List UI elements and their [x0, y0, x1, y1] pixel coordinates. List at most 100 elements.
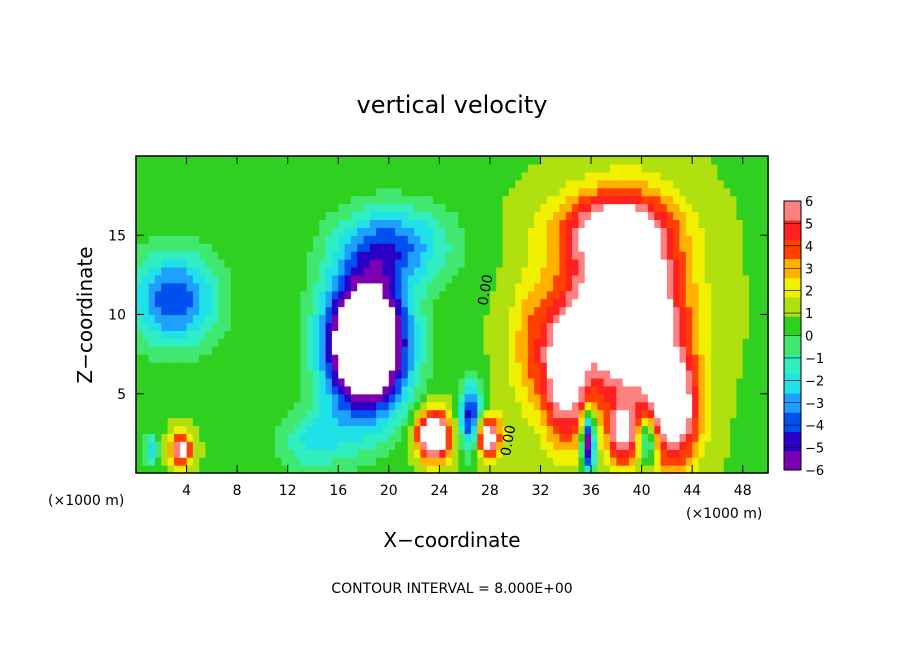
heatmap-cell [679, 322, 687, 331]
heatmap-cell [300, 314, 308, 324]
heatmap-cell [325, 441, 333, 450]
heatmap-cell [338, 433, 346, 442]
heatmap-cell [262, 187, 270, 197]
heatmap-cell [540, 401, 548, 411]
heatmap-cell [496, 243, 504, 252]
heatmap-cell [199, 195, 207, 205]
heatmap-cell [237, 338, 245, 347]
heatmap-cell [692, 266, 700, 276]
heatmap-cell [376, 195, 384, 205]
heatmap-cell [192, 449, 200, 458]
heatmap-cell [186, 163, 194, 173]
heatmap-cell [610, 243, 617, 252]
heatmap-cell [173, 330, 181, 339]
heatmap-cell [496, 441, 504, 450]
heatmap-cell [338, 409, 346, 419]
heatmap-cell [395, 219, 403, 228]
colorbar-label: 6 [805, 195, 813, 210]
heatmap-cell [180, 306, 188, 316]
heatmap-cell [344, 156, 352, 165]
heatmap-cell [199, 449, 207, 458]
heatmap-cell [704, 449, 712, 458]
heatmap-cell [186, 441, 194, 450]
heatmap-cell [382, 330, 390, 339]
heatmap-cell [420, 409, 428, 419]
heatmap-cell [287, 274, 295, 284]
heatmap-cell [376, 377, 384, 387]
heatmap-cell [331, 362, 339, 371]
x-tick-label: 20 [380, 483, 398, 499]
heatmap-cell [205, 314, 213, 324]
heatmap-cell [584, 298, 592, 308]
heatmap-cell [142, 306, 150, 316]
heatmap-cell [395, 243, 403, 252]
x-tick-label: 8 [233, 483, 242, 499]
heatmap-cell [534, 211, 542, 220]
heatmap-cell [287, 203, 295, 213]
heatmap-cell [641, 235, 649, 244]
heatmap-cell [591, 171, 598, 181]
heatmap-cell [736, 409, 744, 419]
heatmap-cell [565, 195, 573, 205]
heatmap-cell [357, 251, 365, 260]
heatmap-cell [363, 362, 371, 371]
heatmap-cell [673, 338, 681, 347]
heatmap-cell [142, 235, 150, 244]
heatmap-cell [357, 171, 365, 181]
heatmap-cell [186, 330, 194, 339]
y-tick-label: 15 [108, 228, 126, 244]
heatmap-cell [167, 306, 175, 316]
heatmap-cell [692, 235, 700, 244]
heatmap-cell [186, 385, 194, 395]
heatmap-cell [578, 409, 586, 419]
heatmap-cell [736, 274, 744, 284]
heatmap-cell [610, 385, 617, 395]
heatmap-cell [603, 417, 611, 427]
heatmap-cell [167, 203, 175, 213]
heatmap-cell [679, 235, 687, 244]
heatmap-cell [306, 171, 314, 181]
heatmap-cell [420, 187, 428, 197]
heatmap-cell [249, 179, 257, 189]
heatmap-cell [420, 377, 428, 387]
heatmap-cell [192, 322, 200, 331]
heatmap-cell [192, 385, 200, 395]
heatmap-cell [717, 330, 725, 339]
heatmap-cell [742, 441, 750, 450]
heatmap-cell [755, 282, 763, 292]
heatmap-cell [382, 354, 390, 363]
heatmap-cell [281, 251, 289, 260]
heatmap-cell [357, 346, 365, 355]
heatmap-cell [237, 171, 245, 181]
heatmap-cell [572, 433, 579, 442]
heatmap-cell [395, 314, 403, 324]
heatmap-cell [717, 179, 725, 189]
heatmap-cell [268, 163, 276, 173]
heatmap-cell [711, 393, 719, 403]
heatmap-cell [521, 354, 529, 363]
heatmap-cell [610, 163, 617, 173]
heatmap-cell [148, 306, 156, 316]
heatmap-cell [268, 298, 276, 308]
heatmap-cell [635, 393, 643, 403]
heatmap-cell [180, 227, 188, 236]
heatmap-cell [527, 377, 535, 387]
heatmap-cell [711, 465, 719, 474]
heatmap-cell [186, 243, 194, 252]
heatmap-cell [357, 266, 365, 276]
heatmap-cell [262, 274, 270, 284]
heatmap-cell [711, 227, 719, 236]
heatmap-cell [591, 274, 598, 284]
heatmap-cell [647, 274, 655, 284]
heatmap-cell [249, 298, 257, 308]
heatmap-cell [300, 346, 308, 355]
heatmap-cell [211, 369, 219, 379]
heatmap-cell [464, 354, 472, 363]
heatmap-cell [136, 433, 143, 442]
heatmap-cell [192, 171, 200, 181]
heatmap-cell [256, 417, 263, 427]
heatmap-cell [527, 274, 535, 284]
heatmap-cell [521, 259, 529, 268]
heatmap-cell [698, 195, 706, 205]
heatmap-cell [622, 441, 630, 450]
